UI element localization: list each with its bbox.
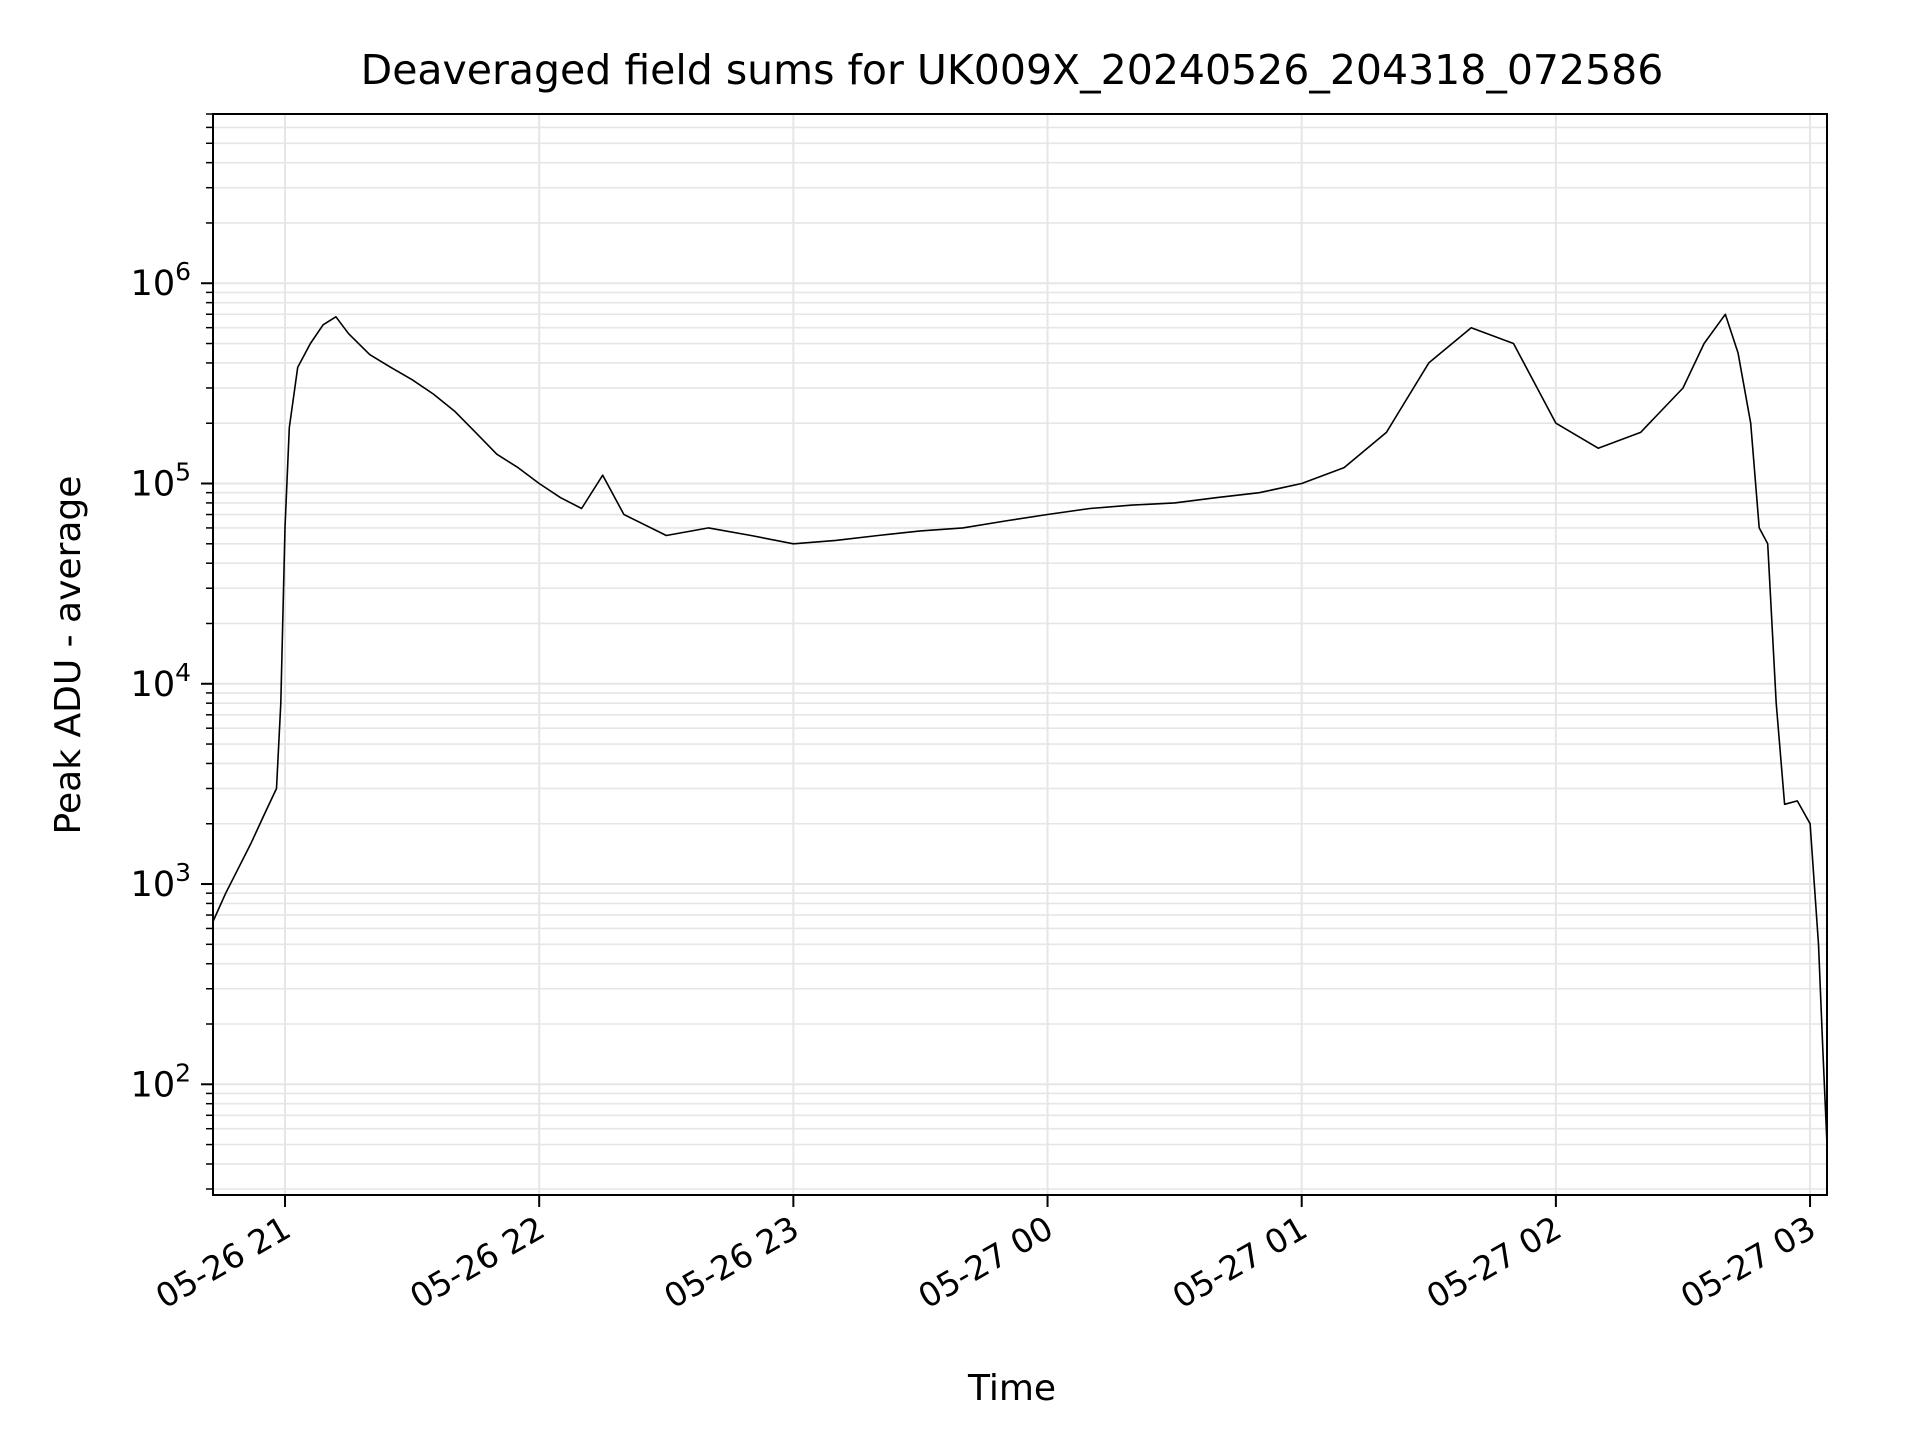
series-line [212, 313, 1828, 1145]
y-tick-label: 102 [131, 1058, 191, 1105]
y-tick-label: 104 [131, 658, 191, 705]
y-tick-label: 106 [131, 257, 191, 304]
plot-area [212, 313, 1828, 1145]
chart-title: Deaveraged field sums for UK009X_2024052… [361, 46, 1664, 94]
y-axis: 102 103 104 105 106 [131, 113, 213, 1190]
x-axis-label: Time [967, 1368, 1056, 1409]
plot-frame [212, 113, 1828, 1196]
y-tick-label: 105 [131, 458, 191, 505]
y-tick-label: 103 [131, 858, 191, 905]
grid [213, 113, 1827, 1195]
y-axis-label: Peak ADU - average [48, 476, 89, 835]
